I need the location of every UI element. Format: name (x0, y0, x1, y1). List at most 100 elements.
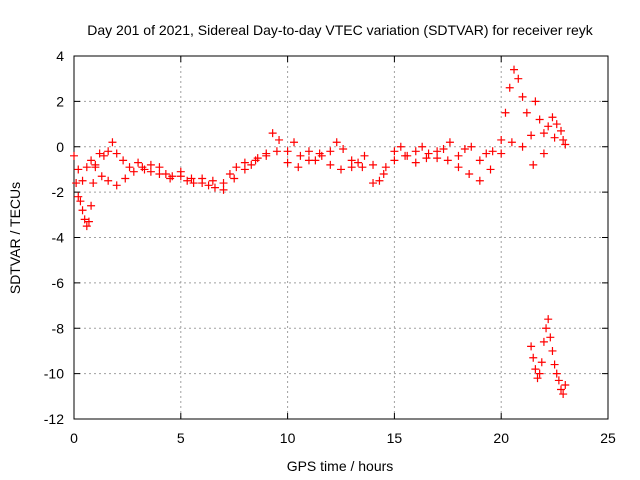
data-point (443, 156, 452, 165)
x-tick-label: 25 (600, 430, 616, 446)
y-tick-label: -8 (52, 320, 65, 336)
data-point (535, 369, 544, 378)
data-point (225, 169, 234, 178)
data-point (548, 346, 557, 355)
grid (74, 56, 608, 419)
data-point (411, 147, 420, 156)
data-point (155, 169, 164, 178)
data-point (70, 151, 78, 160)
data-point (531, 97, 540, 106)
y-tick-label: 0 (56, 139, 64, 155)
data-point (99, 151, 108, 160)
y-tick-label: 4 (56, 48, 64, 64)
x-tick-label: 20 (493, 430, 509, 446)
data-point (390, 156, 399, 165)
data-point (527, 342, 536, 351)
data-point (219, 185, 228, 194)
x-axis-label: GPS time / hours (287, 458, 394, 474)
data-point (497, 149, 506, 158)
data-point (535, 115, 544, 124)
data-point (74, 165, 83, 174)
data-point (433, 154, 442, 163)
data-point (112, 181, 121, 190)
data-point (87, 201, 96, 210)
data-point (72, 179, 81, 188)
y-tick-label: -6 (52, 275, 65, 291)
data-point (554, 376, 563, 385)
data-point (529, 353, 538, 362)
data-point (304, 147, 313, 156)
data-point (557, 126, 566, 135)
data-point (240, 165, 249, 174)
data-point (283, 158, 292, 167)
data-point (475, 176, 484, 185)
data-point (507, 138, 516, 147)
data-point (296, 151, 305, 160)
data-point (418, 142, 427, 151)
data-point (552, 369, 561, 378)
data-point (326, 160, 335, 169)
data-point (422, 154, 431, 163)
data-point (396, 142, 405, 151)
data-point (219, 179, 228, 188)
data-point (74, 192, 83, 201)
data-point (283, 147, 292, 156)
data-point (82, 163, 91, 172)
data-point (358, 163, 367, 172)
data-point (539, 149, 548, 158)
y-tick-label: -2 (52, 184, 65, 200)
data-point (557, 385, 566, 394)
data-point (91, 163, 100, 172)
data-point (559, 390, 568, 399)
data-point (522, 108, 531, 117)
data-point (552, 120, 561, 129)
data-point (390, 147, 399, 156)
data-point (488, 147, 497, 156)
data-point (119, 156, 128, 165)
data-point (76, 197, 85, 206)
data-point (454, 163, 463, 172)
data-point (381, 163, 390, 172)
data-point (146, 160, 155, 169)
data-point (262, 151, 271, 160)
data-point (550, 133, 559, 142)
data-point (527, 131, 536, 140)
data-point (531, 365, 540, 374)
data-point (339, 145, 348, 154)
data-point (369, 160, 378, 169)
data-point (326, 147, 335, 156)
y-tick-label: -10 (44, 366, 64, 382)
data-point (198, 179, 207, 188)
data-point (482, 149, 491, 158)
data-point (510, 65, 519, 74)
data-point (89, 179, 98, 188)
data-point (559, 135, 568, 144)
data-point (121, 174, 130, 183)
data-point (439, 145, 448, 154)
data-point (454, 151, 463, 160)
x-tick-label: 5 (177, 430, 185, 446)
data-point (97, 172, 106, 181)
data-point (129, 167, 138, 176)
data-point (125, 163, 134, 172)
data-point (401, 151, 410, 160)
data-point (337, 165, 345, 174)
data-point (304, 156, 313, 165)
data-point (166, 174, 175, 183)
data-point (230, 174, 239, 183)
data-point (87, 156, 96, 165)
data-point (375, 176, 384, 185)
data-point (518, 92, 527, 101)
data-point (187, 174, 196, 183)
data-point (411, 158, 420, 167)
data-point (539, 337, 548, 346)
data-point (514, 74, 523, 83)
data-point (232, 163, 241, 172)
data-point (108, 138, 117, 147)
data-point (112, 149, 121, 158)
data-point (78, 206, 87, 215)
data-point (467, 142, 476, 151)
data-point (315, 149, 324, 158)
